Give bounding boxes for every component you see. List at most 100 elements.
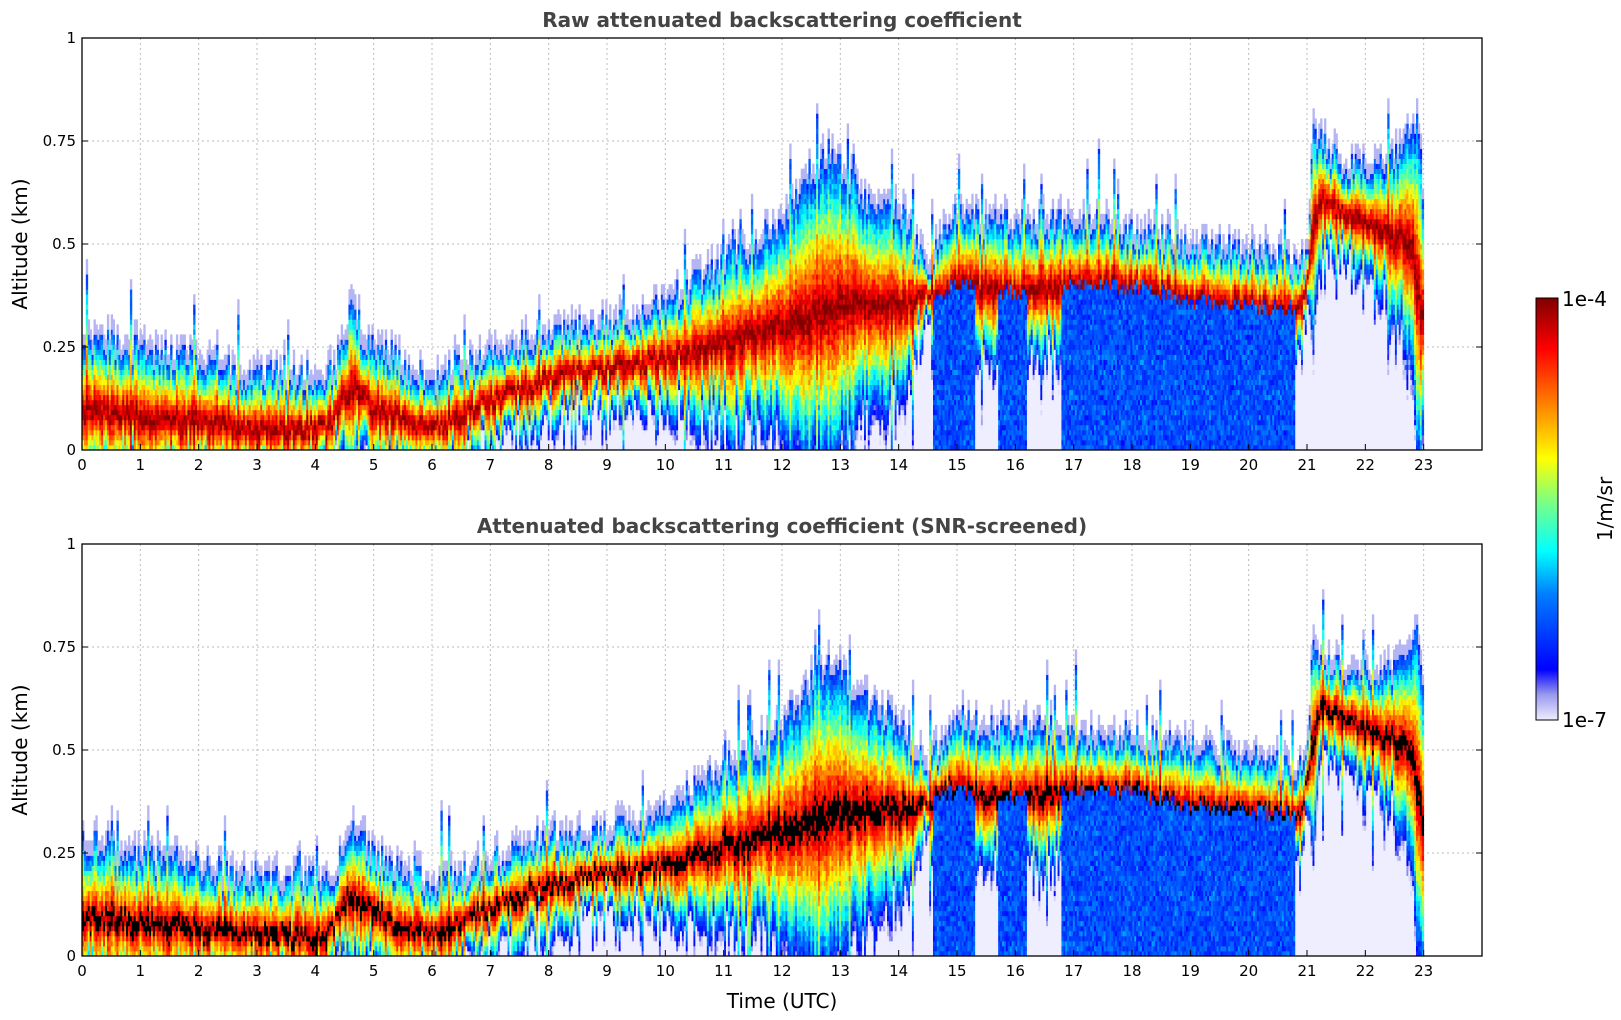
heatmap-cell bbox=[423, 384, 426, 391]
heatmap-cell bbox=[336, 384, 340, 391]
heatmap-cell bbox=[95, 374, 98, 381]
heatmap-cell bbox=[112, 434, 115, 441]
heatmap-cell bbox=[124, 404, 127, 411]
heatmap-cell bbox=[95, 369, 98, 376]
heatmap-cell bbox=[340, 369, 344, 376]
heatmap-cell bbox=[494, 369, 497, 376]
heatmap-cell bbox=[394, 414, 397, 421]
heatmap-cell bbox=[505, 334, 508, 340]
heatmap-cell bbox=[358, 379, 361, 386]
heatmap-cell bbox=[210, 374, 213, 381]
heatmap-cell bbox=[434, 399, 437, 406]
heatmap-cell bbox=[296, 414, 299, 421]
heatmap-cell bbox=[221, 384, 225, 391]
heatmap-cell bbox=[185, 364, 188, 371]
heatmap-cell bbox=[361, 384, 365, 391]
heatmap-cell bbox=[120, 439, 123, 446]
heatmap-cell bbox=[342, 439, 345, 446]
heatmap-cell bbox=[154, 339, 158, 345]
heatmap-cell bbox=[241, 394, 244, 401]
heatmap-cell bbox=[283, 429, 286, 436]
heatmap-cell bbox=[384, 359, 388, 365]
heatmap-cell bbox=[151, 434, 154, 441]
heatmap-cell bbox=[239, 389, 242, 396]
heatmap-cell bbox=[122, 384, 125, 391]
heatmap-cell bbox=[137, 354, 140, 360]
heatmap-cell bbox=[87, 389, 91, 396]
heatmap-cell bbox=[538, 314, 541, 320]
heatmap-cell bbox=[465, 364, 468, 371]
heatmap-cell bbox=[451, 404, 455, 411]
heatmap-cell bbox=[99, 369, 102, 376]
heatmap-cell bbox=[164, 379, 167, 386]
heatmap-cell bbox=[112, 339, 115, 345]
heatmap-cell bbox=[208, 384, 211, 391]
heatmap-cell bbox=[451, 439, 455, 446]
heatmap-cell bbox=[354, 334, 357, 340]
heatmap-cell bbox=[478, 374, 482, 381]
heatmap-cell bbox=[99, 339, 102, 345]
heatmap-cell bbox=[478, 399, 482, 406]
heatmap-cell bbox=[193, 419, 196, 426]
heatmap-cell bbox=[302, 379, 305, 386]
heatmap-cell bbox=[235, 404, 238, 411]
heatmap-cell bbox=[304, 384, 307, 391]
heatmap-cell bbox=[170, 434, 173, 441]
heatmap-cell bbox=[469, 389, 472, 396]
heatmap-cell bbox=[114, 389, 117, 396]
heatmap-cell bbox=[482, 389, 485, 396]
heatmap-cell bbox=[244, 389, 248, 396]
heatmap-cell bbox=[484, 404, 487, 411]
heatmap-cell bbox=[471, 364, 474, 371]
heatmap-cell bbox=[191, 419, 194, 426]
heatmap-cell bbox=[191, 339, 194, 345]
heatmap-cell bbox=[151, 394, 154, 401]
heatmap-cell bbox=[427, 414, 430, 421]
heatmap-cell bbox=[444, 434, 447, 441]
heatmap-cell bbox=[285, 424, 288, 431]
heatmap-cell bbox=[436, 369, 439, 376]
heatmap-cell bbox=[386, 444, 390, 450]
heatmap-cell bbox=[101, 409, 104, 416]
heatmap-cell bbox=[279, 379, 282, 386]
heatmap-cell bbox=[227, 444, 230, 450]
heatmap-cell bbox=[170, 349, 173, 355]
heatmap-cell bbox=[292, 364, 296, 371]
heatmap-cell bbox=[321, 409, 324, 416]
heatmap-cell bbox=[289, 389, 292, 396]
heatmap-cell bbox=[338, 354, 342, 360]
heatmap-cell bbox=[250, 439, 253, 446]
heatmap-cell bbox=[231, 349, 234, 355]
heatmap-cell bbox=[85, 264, 89, 270]
heatmap-cell bbox=[183, 444, 186, 450]
heatmap-cell bbox=[350, 284, 353, 290]
heatmap-cell bbox=[187, 434, 190, 441]
heatmap-cell bbox=[379, 419, 382, 426]
heatmap-cell bbox=[279, 364, 282, 371]
heatmap-cell bbox=[223, 399, 227, 406]
heatmap-cell bbox=[137, 344, 140, 350]
heatmap-cell bbox=[478, 344, 482, 350]
heatmap-cell bbox=[448, 374, 451, 381]
heatmap-cell bbox=[227, 349, 230, 355]
heatmap-cell bbox=[394, 339, 397, 345]
heatmap-cell bbox=[471, 444, 474, 450]
heatmap-cell bbox=[294, 424, 298, 431]
heatmap-cell bbox=[198, 429, 202, 436]
heatmap-cell bbox=[436, 419, 439, 426]
heatmap-cell bbox=[221, 369, 225, 376]
heatmap-cell bbox=[208, 364, 211, 371]
heatmap-cell bbox=[448, 424, 451, 431]
heatmap-cell bbox=[106, 329, 110, 335]
heatmap-cell bbox=[233, 444, 236, 450]
heatmap-cell bbox=[484, 434, 487, 441]
heatmap-cell bbox=[83, 339, 87, 345]
heatmap-cell bbox=[384, 344, 388, 350]
heatmap-cell bbox=[110, 354, 114, 360]
heatmap-cell bbox=[210, 399, 213, 406]
heatmap-cell bbox=[492, 374, 495, 381]
heatmap-cell bbox=[116, 379, 119, 386]
heatmap-cell bbox=[340, 429, 344, 436]
heatmap-cell bbox=[352, 289, 355, 295]
heatmap-cell bbox=[359, 434, 363, 441]
